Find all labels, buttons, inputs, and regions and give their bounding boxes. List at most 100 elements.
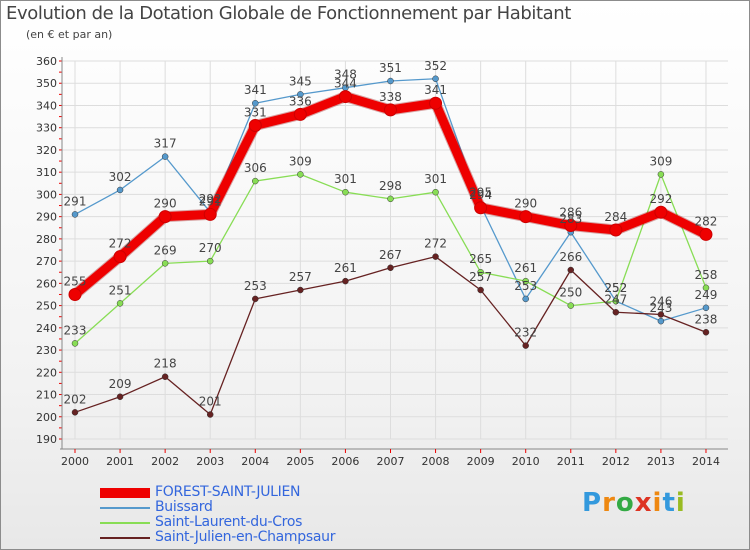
- legend-label: Saint-Julien-en-Champsaur: [155, 529, 336, 545]
- x-tick-label: 2005: [286, 455, 314, 468]
- data-label: 291: [199, 194, 222, 208]
- y-tick-label: 260: [36, 277, 57, 290]
- data-labels: 255 272 290 291 331 336 344 338 341 294 290 286 284 2…: [64, 59, 718, 409]
- x-tick-label: 2002: [151, 455, 179, 468]
- data-point: [203, 207, 217, 221]
- data-point: [293, 107, 307, 121]
- legend-swatch: [100, 537, 150, 539]
- chart-subtitle: (en € et par an): [26, 28, 113, 41]
- data-label: 269: [154, 243, 177, 257]
- data-point: [387, 77, 394, 85]
- data-label: 331: [244, 105, 267, 119]
- data-label: 309: [649, 154, 672, 168]
- data-label: 238: [695, 312, 718, 326]
- y-tick-label: 350: [36, 77, 57, 90]
- data-label: 265: [469, 252, 492, 266]
- data-point: [567, 302, 575, 309]
- chart-title: Evolution de la Dotation Globale de Fonc…: [6, 3, 571, 24]
- data-label: 218: [154, 357, 177, 371]
- data-point: [612, 297, 620, 305]
- data-point: [116, 300, 124, 307]
- data-label: 272: [424, 237, 447, 251]
- data-label: 336: [289, 94, 312, 108]
- data-point: [158, 210, 172, 224]
- data-label: 246: [649, 294, 672, 308]
- y-tick-label: 230: [36, 344, 57, 357]
- data-point: [522, 295, 529, 303]
- data-point: [702, 329, 710, 336]
- y-tick-label: 330: [36, 122, 57, 135]
- data-label: 341: [424, 83, 447, 97]
- x-tick-label: 2014: [692, 455, 720, 468]
- y-tick-label: 210: [36, 389, 57, 402]
- data-label: 294: [469, 188, 492, 202]
- data-label: 247: [604, 292, 627, 306]
- data-label: 209: [109, 377, 132, 391]
- data-point: [161, 153, 169, 160]
- axes: [59, 57, 728, 453]
- data-point: [702, 284, 710, 292]
- data-label: 253: [514, 279, 537, 293]
- data-label: 251: [109, 283, 132, 297]
- data-point: [297, 91, 304, 98]
- data-label: 309: [289, 154, 312, 168]
- data-label: 232: [514, 326, 537, 340]
- data-point: [383, 103, 397, 117]
- logo-letter: P: [582, 488, 603, 518]
- data-point: [477, 268, 484, 276]
- data-point: [657, 317, 665, 325]
- data-label: 253: [244, 279, 267, 293]
- y-tick-label: 300: [36, 188, 57, 201]
- data-point: [432, 188, 439, 196]
- proxiti-logo: Proxiti: [582, 488, 686, 518]
- data-point: [297, 171, 304, 178]
- data-label: 302: [109, 170, 132, 184]
- data-point: [342, 188, 349, 196]
- data-label: 284: [604, 210, 627, 224]
- data-label: 243: [649, 301, 672, 315]
- series-lines: [68, 75, 713, 418]
- data-point: [387, 195, 394, 203]
- data-point: [567, 266, 575, 274]
- data-label: 261: [514, 261, 537, 275]
- legend-label: FOREST-SAINT-JULIEN: [155, 484, 301, 500]
- x-tick-label: 2009: [467, 455, 495, 468]
- y-tick-label: 250: [36, 300, 57, 313]
- x-tick-label: 2008: [422, 455, 450, 468]
- data-label: 257: [289, 270, 312, 284]
- data-point: [432, 253, 439, 260]
- x-tick-label: 2010: [512, 455, 540, 468]
- logo-letter: i: [652, 488, 663, 518]
- data-point: [432, 75, 439, 83]
- data-label: 298: [379, 179, 402, 193]
- y-tick-label: 290: [36, 211, 57, 224]
- data-point: [477, 286, 484, 294]
- logo-letter: i: [675, 488, 686, 518]
- data-point: [702, 304, 710, 312]
- data-label: 270: [199, 241, 222, 255]
- y-tick-label: 280: [36, 233, 57, 246]
- data-label: 351: [379, 61, 402, 75]
- x-tick-label: 2003: [196, 455, 224, 468]
- data-label: 292: [649, 192, 672, 206]
- data-label: 261: [334, 261, 357, 275]
- data-label: 301: [424, 172, 447, 186]
- data-label: 266: [559, 250, 582, 264]
- y-tick-label: 240: [36, 322, 57, 335]
- logo-letter: x: [634, 488, 653, 518]
- y-tick-label: 200: [36, 411, 57, 424]
- y-tick-label: 320: [36, 144, 57, 157]
- data-label: 267: [379, 248, 402, 262]
- data-label: 258: [695, 268, 718, 282]
- data-label: 257: [469, 270, 492, 284]
- data-point: [657, 311, 665, 318]
- data-point: [519, 210, 533, 224]
- data-label: 341: [244, 83, 267, 97]
- x-tick-label: 2012: [602, 455, 630, 468]
- x-tick-label: 2001: [106, 455, 134, 468]
- data-point: [116, 393, 124, 401]
- legend-swatch: [100, 507, 150, 509]
- data-label: 250: [559, 286, 582, 300]
- data-label: 201: [199, 395, 222, 409]
